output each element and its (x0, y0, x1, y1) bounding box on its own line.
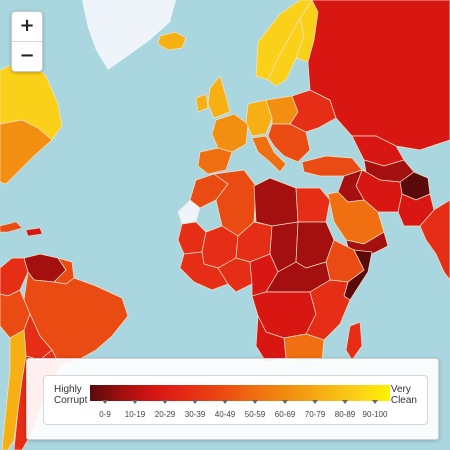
zoom-in-button[interactable]: + (19, 15, 35, 36)
legend-low-label-line1: Highly (54, 384, 82, 395)
region-greenland (82, 0, 176, 70)
legend-tick-labels: 0-9 10-19 20-29 30-39 40-49 50-59 60-69 70-79 80… (90, 410, 390, 422)
legend-tick (192, 400, 198, 404)
legend-tick (282, 400, 288, 404)
zoom-control: + − (11, 11, 43, 72)
country-pakistan[interactable] (397, 193, 435, 227)
legend-low-label: Highly Corrupt (54, 384, 87, 406)
legend-range-label: 80-89 (334, 410, 356, 419)
legend-tick (102, 400, 108, 404)
country-saudi-arabia[interactable] (327, 191, 385, 245)
zoom-out-button[interactable]: − (12, 41, 42, 71)
country-iceland[interactable] (157, 31, 187, 51)
legend-color-scale (90, 385, 390, 401)
country-india[interactable] (419, 199, 450, 281)
country-spain[interactable] (197, 147, 233, 175)
legend-high-label: Very Clean (391, 384, 417, 406)
country-kenya-tanzania[interactable] (305, 279, 351, 341)
legend-range-label: 70-79 (304, 410, 326, 419)
legend-box: Highly Corrupt 0-9 10-19 20-29 30-39 40-49 50… (43, 375, 428, 425)
legend-range-label: 50-59 (244, 410, 266, 419)
legend-ticks (90, 400, 390, 408)
legend-tick (162, 400, 168, 404)
legend-range-label: 0-9 (99, 410, 111, 419)
country-egypt[interactable] (295, 187, 331, 223)
legend-tick (372, 400, 378, 404)
country-uk[interactable] (207, 75, 231, 119)
legend-tick (132, 400, 138, 404)
country-hispaniola[interactable] (25, 227, 43, 237)
legend-low-label-line2: Corrupt (54, 395, 88, 406)
legend-range-label: 10-19 (124, 410, 146, 419)
region-western-sahara (177, 199, 201, 225)
legend-tick (312, 400, 318, 404)
legend-tick (252, 400, 258, 404)
legend-range-label: 90-100 (362, 410, 388, 419)
country-chile[interactable] (1, 329, 27, 450)
country-ireland[interactable] (195, 93, 209, 113)
country-italy[interactable] (251, 135, 287, 173)
legend-tick (342, 400, 348, 404)
country-cuba[interactable] (0, 221, 23, 233)
legend-range-label: 20-29 (154, 410, 176, 419)
legend-high-label-line1: Very (390, 384, 411, 395)
country-usa[interactable] (0, 119, 53, 185)
country-france[interactable] (211, 113, 249, 153)
legend-range-label: 60-69 (274, 410, 296, 419)
legend-range-label: 30-39 (184, 410, 206, 419)
legend-high-label-line2: Clean (390, 395, 417, 406)
legend-tick (222, 400, 228, 404)
legend-range-label: 40-49 (214, 410, 236, 419)
legend-panel: Highly Corrupt 0-9 10-19 20-29 30-39 40-49 50… (26, 358, 439, 440)
country-madagascar[interactable] (345, 321, 363, 361)
